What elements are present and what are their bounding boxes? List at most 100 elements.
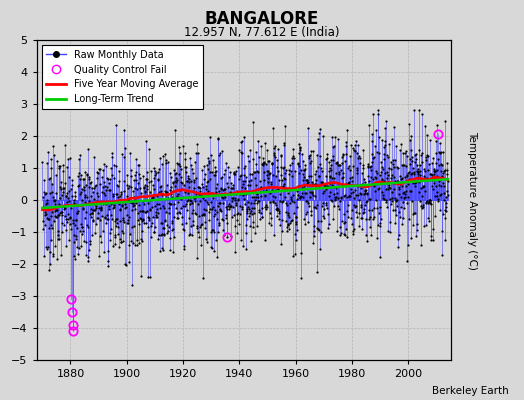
Point <box>351 148 359 154</box>
Point <box>160 225 168 232</box>
Point <box>378 176 386 182</box>
Point <box>185 184 194 190</box>
Point <box>401 174 409 180</box>
Point <box>83 194 91 200</box>
Point <box>132 185 140 191</box>
Point <box>434 198 442 204</box>
Point <box>281 123 289 130</box>
Point <box>326 180 334 186</box>
Point <box>408 198 416 204</box>
Point <box>46 175 54 182</box>
Point <box>154 169 162 175</box>
Point <box>250 175 259 181</box>
Point <box>401 163 410 169</box>
Point <box>412 156 420 162</box>
Point <box>403 153 411 159</box>
Point <box>438 162 446 168</box>
Point <box>106 201 115 207</box>
Point <box>160 205 168 212</box>
Point <box>177 205 185 212</box>
Point <box>230 170 238 176</box>
Point <box>168 179 177 185</box>
Point <box>376 222 385 229</box>
Point <box>272 173 280 180</box>
Point <box>49 143 58 149</box>
Point <box>222 204 230 210</box>
Point <box>151 168 159 174</box>
Point <box>139 173 148 179</box>
Point <box>421 122 429 129</box>
Point <box>270 152 278 158</box>
Point <box>206 176 214 182</box>
Point <box>68 193 77 199</box>
Point <box>74 156 83 162</box>
Point <box>229 182 237 188</box>
Point <box>418 150 427 156</box>
Point <box>281 217 290 224</box>
Point <box>52 171 60 178</box>
Point <box>227 185 235 191</box>
Point <box>237 172 246 178</box>
Point <box>397 140 405 147</box>
Point <box>135 220 143 227</box>
Point <box>299 171 307 178</box>
Point <box>419 204 427 210</box>
Point <box>155 232 163 238</box>
Point <box>392 143 400 150</box>
Point <box>48 189 57 195</box>
Point <box>65 236 73 243</box>
Point <box>105 179 113 186</box>
Point <box>203 179 211 185</box>
Point <box>306 188 314 195</box>
Point <box>276 222 284 228</box>
Point <box>57 252 65 258</box>
Point <box>369 175 378 182</box>
Point <box>331 197 339 204</box>
Point <box>166 235 174 242</box>
Point <box>74 183 82 190</box>
Point <box>185 215 193 221</box>
Point <box>187 198 195 204</box>
Point <box>114 224 122 230</box>
Point <box>361 187 369 193</box>
Point <box>47 237 55 243</box>
Point <box>155 201 163 207</box>
Point <box>190 177 199 184</box>
Point <box>106 236 114 243</box>
Point <box>168 226 177 233</box>
Point <box>322 156 330 162</box>
Point <box>372 168 380 174</box>
Point <box>162 182 171 188</box>
Point <box>173 210 181 216</box>
Point <box>49 253 57 260</box>
Point <box>178 180 187 186</box>
Point <box>365 207 373 213</box>
Point <box>406 161 414 167</box>
Point <box>291 230 300 237</box>
Point <box>337 230 345 236</box>
Point <box>235 176 244 182</box>
Point <box>339 174 347 180</box>
Point <box>203 166 212 172</box>
Point <box>390 195 399 202</box>
Point <box>293 192 302 198</box>
Point <box>280 194 289 200</box>
Point <box>85 241 94 247</box>
Point <box>322 186 331 193</box>
Point <box>336 232 345 238</box>
Point <box>385 141 394 148</box>
Point <box>348 227 357 234</box>
Point <box>266 170 274 176</box>
Point <box>71 256 79 262</box>
Point <box>297 275 305 281</box>
Point <box>309 192 317 198</box>
Point <box>249 200 258 206</box>
Point <box>230 212 238 218</box>
Point <box>172 160 181 166</box>
Point <box>282 202 291 208</box>
Point <box>357 170 366 176</box>
Point <box>179 143 187 150</box>
Point <box>274 146 282 152</box>
Point <box>158 192 166 198</box>
Point <box>45 266 53 273</box>
